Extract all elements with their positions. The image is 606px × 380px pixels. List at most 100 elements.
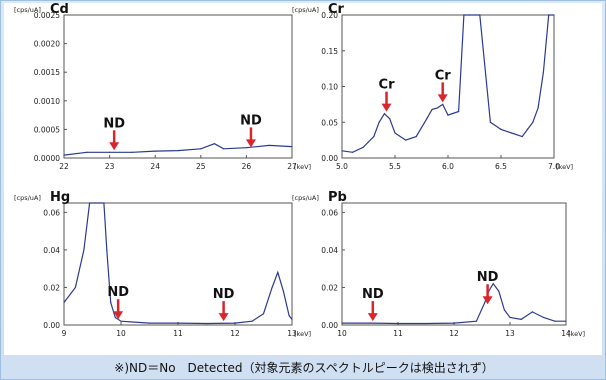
y-tick-label: 0.05 xyxy=(321,118,338,127)
data-point xyxy=(177,149,179,152)
element-title: Cr xyxy=(328,3,345,17)
y-tick-label: 0.0025 xyxy=(34,11,60,20)
x-tick-label: 7.0 xyxy=(548,162,560,171)
data-point xyxy=(154,150,156,152)
figure-panel: 0.0000 0.0005 0.0010 0.0015 0.0020 0.0025 22 23… xyxy=(4,3,602,355)
y-tick-label: 0.15 xyxy=(321,47,338,56)
data-point xyxy=(405,139,407,141)
data-point xyxy=(114,316,116,319)
data-point xyxy=(554,320,556,322)
data-point xyxy=(245,147,247,149)
y-tick-label: 0.02 xyxy=(43,283,60,292)
data-point xyxy=(63,154,65,156)
data-point xyxy=(500,128,502,130)
data-point xyxy=(526,128,529,130)
data-point xyxy=(352,151,354,153)
x-tick-label: 26 xyxy=(242,162,252,171)
data-point xyxy=(120,320,122,322)
x-tick-label: 10 xyxy=(116,329,126,338)
data-point xyxy=(503,309,505,311)
data-point xyxy=(521,135,523,138)
data-point xyxy=(453,322,455,324)
x-tick-label: 11 xyxy=(393,329,403,338)
data-point xyxy=(373,135,375,138)
y-tick-label: 0.06 xyxy=(321,208,338,217)
data-point xyxy=(537,107,539,109)
data-point xyxy=(389,118,391,120)
data-point xyxy=(548,14,550,16)
element-title: Pb xyxy=(328,190,347,205)
data-point xyxy=(425,322,427,325)
data-point xyxy=(234,322,236,324)
y-tick-label: 0.10 xyxy=(321,83,338,92)
data-point xyxy=(492,283,494,285)
data-point xyxy=(509,316,511,319)
annotation-arrowhead xyxy=(367,313,378,322)
x-tick-label: 5.5 xyxy=(389,162,401,171)
annotation-label: ND xyxy=(103,116,125,131)
x-tick-label: 12 xyxy=(230,329,240,338)
data-point xyxy=(341,150,343,152)
data-point xyxy=(282,290,285,292)
data-point xyxy=(213,143,216,145)
element-title: Cd xyxy=(50,3,69,17)
data-point xyxy=(106,249,108,251)
data-point xyxy=(369,322,371,324)
annotation-arrowhead xyxy=(109,142,120,151)
data-point xyxy=(94,202,96,204)
data-point xyxy=(542,71,545,73)
data-point xyxy=(489,121,491,123)
plot-frame xyxy=(63,202,293,326)
x-tick-label: 9 xyxy=(62,329,67,338)
data-point xyxy=(543,316,545,319)
spectrum-line xyxy=(64,202,292,325)
data-point xyxy=(394,132,396,134)
x-axis-unit: [keV] xyxy=(294,330,311,338)
data-point xyxy=(362,146,364,148)
y-axis-unit: [cps/uA] xyxy=(14,6,41,14)
x-tick-label: 23 xyxy=(105,162,115,171)
annotation-arrowhead xyxy=(245,139,256,148)
data-point xyxy=(63,301,65,304)
annotation-label: Cr xyxy=(379,78,396,93)
x-tick-label: 10 xyxy=(337,329,347,338)
y-tick-label: 0.02 xyxy=(321,283,338,292)
y-tick-label: 0.00 xyxy=(321,321,338,330)
x-axis-unit: [keV] xyxy=(556,163,573,171)
annotation-label: Cr xyxy=(435,68,452,83)
data-point xyxy=(484,301,486,304)
y-tick-label: 0.04 xyxy=(321,246,338,255)
data-point xyxy=(110,301,112,304)
data-point xyxy=(109,151,111,153)
y-tick-label: 0.00 xyxy=(321,154,338,163)
data-point xyxy=(148,322,151,324)
annotation-arrowhead xyxy=(482,296,493,305)
element-title: Hg xyxy=(50,190,70,205)
x-tick-label: 14 xyxy=(561,329,571,338)
x-tick-label: 12 xyxy=(449,329,459,338)
data-point xyxy=(475,320,477,322)
x-axis-unit: [keV] xyxy=(294,163,311,171)
chart-panel-hg: 0.00 0.02 0.04 0.06 9 10 11 12 13[keV] [cps/uA] Hg… xyxy=(14,190,311,338)
data-point xyxy=(532,121,534,123)
x-tick-label: 25 xyxy=(196,162,206,171)
data-point xyxy=(447,114,449,116)
data-point xyxy=(86,151,88,153)
data-point xyxy=(431,108,433,110)
y-axis-unit: [cps/uA] xyxy=(292,194,319,202)
y-tick-label: 0.0020 xyxy=(34,40,60,49)
data-point xyxy=(463,14,465,16)
data-point xyxy=(268,144,270,147)
data-point xyxy=(291,318,293,320)
annotation-arrowhead xyxy=(437,94,448,103)
data-point xyxy=(277,271,279,274)
y-tick-label: 0.0005 xyxy=(34,125,60,134)
chart-panel-cr: 0.000.050.100.150.205.0 5.5 6.0 6.5 7.0[keV]… xyxy=(292,3,573,171)
y-tick-label: 0.0015 xyxy=(34,68,60,77)
x-tick-label: 11 xyxy=(173,329,183,338)
x-tick-label: 22 xyxy=(59,162,69,171)
annotation-label: ND xyxy=(213,287,235,302)
y-axis-unit: [cps/uA] xyxy=(292,6,319,14)
